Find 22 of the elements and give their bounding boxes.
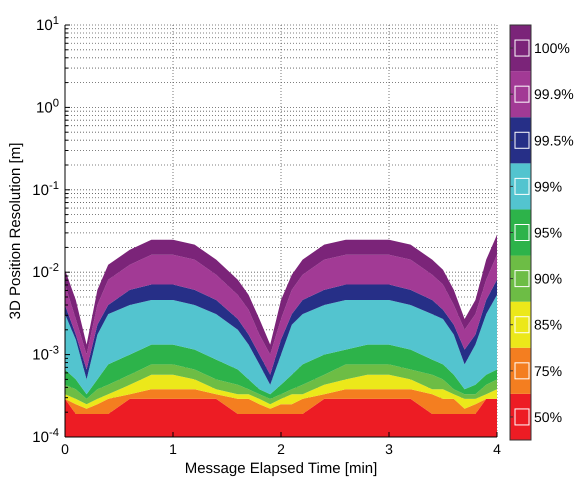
legend-label: 99% xyxy=(534,178,562,194)
x-tick-label: 1 xyxy=(169,441,178,457)
y-tick-label: 10$^{-2}$ xyxy=(32,262,59,282)
y-tick-label: 10$^{-3}$ xyxy=(32,344,59,364)
x-tick-label: 2 xyxy=(277,441,286,457)
y-tick-label: 10$^{-1}$ xyxy=(32,180,59,199)
legend-label: 50% xyxy=(534,408,562,425)
legend-label: 99.5% xyxy=(534,132,574,148)
x-tick-label: 3 xyxy=(385,441,394,457)
x-tick-label: 0 xyxy=(61,441,70,457)
y-tick-label: 10$^{-4}$ xyxy=(32,427,59,446)
legend-label: 95% xyxy=(534,224,562,240)
x-tick-label: 4 xyxy=(493,441,502,457)
legend-label: 90% xyxy=(534,270,562,287)
legend-label: 100% xyxy=(534,40,570,56)
y-axis-title: 3D Position Resolution [m] xyxy=(7,142,24,320)
legend-label: 99.9% xyxy=(534,86,574,102)
y-tick-label: 10$^{1}$ xyxy=(36,15,59,34)
legend-label: 75% xyxy=(534,362,562,379)
y-tick-label: 10$^{0}$ xyxy=(36,97,59,116)
x-axis-title: Message Elapsed Time [min] xyxy=(184,460,378,477)
legend-label: 85% xyxy=(534,316,562,333)
